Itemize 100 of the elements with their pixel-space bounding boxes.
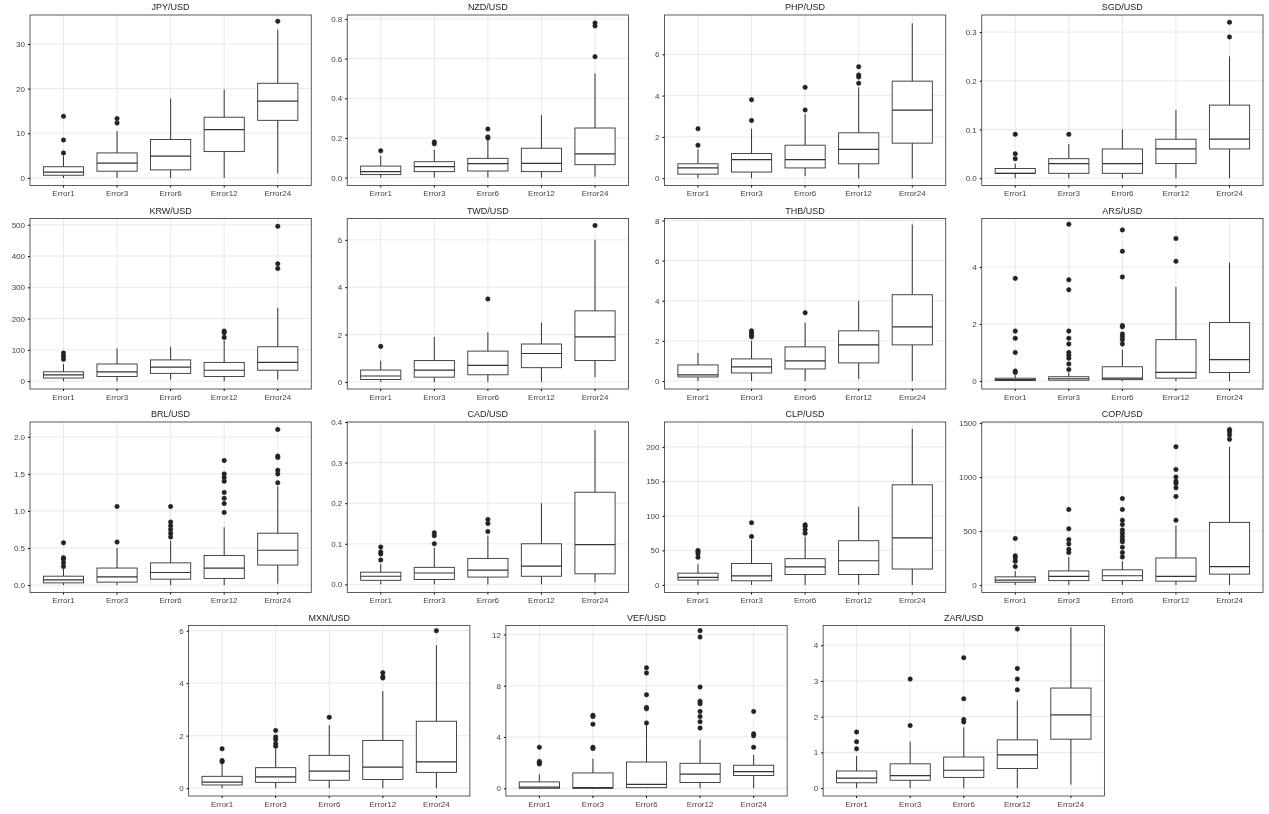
- x-tick-label: Error1: [1004, 392, 1027, 402]
- y-tick-label: 150: [646, 477, 661, 487]
- y-tick-label: 6: [179, 626, 185, 636]
- x-tick-label: Error1: [52, 392, 76, 402]
- x-tick-label: Error12: [210, 596, 239, 606]
- y-tick-label: 0.4: [331, 94, 343, 104]
- y-tick-label: 8: [496, 681, 502, 691]
- y-tick-label: 0: [496, 784, 502, 794]
- x-tick-label: Error24: [264, 596, 292, 606]
- y-tick-label: 500: [963, 527, 978, 537]
- y-tick-label: 0.0: [331, 173, 343, 183]
- y-tick-label: 400: [11, 252, 26, 262]
- x-tick-label: Error3: [1057, 189, 1081, 199]
- x-tick-label: Error3: [581, 799, 605, 809]
- y-tick-label: 0: [813, 784, 819, 794]
- y-tick-label: 0.3: [331, 458, 343, 468]
- y-tick-label: 300: [11, 283, 26, 293]
- y-tick-label: 10: [16, 129, 26, 139]
- y-tick-label: 0.2: [965, 76, 978, 86]
- y-tick-label: 200: [646, 442, 661, 452]
- x-tick-label: Error3: [423, 189, 446, 199]
- chart-title: ZAR/USD: [943, 612, 984, 623]
- y-tick-label: 0: [20, 173, 26, 183]
- y-tick-label: 0.2: [331, 133, 343, 143]
- x-tick-label: Error12: [528, 392, 556, 402]
- chart-title: TWD/USD: [466, 205, 510, 216]
- y-tick-label: 0: [655, 377, 661, 387]
- y-tick-label: 0: [655, 580, 661, 590]
- x-tick-label: Error1: [369, 189, 393, 199]
- y-tick-label: 2: [337, 330, 343, 340]
- x-tick-label: Error24: [898, 596, 927, 606]
- y-tick-label: 0: [655, 174, 661, 184]
- y-tick-label: 200: [11, 314, 26, 324]
- y-tick-label: 0.3: [965, 28, 978, 38]
- x-tick-label: Error6: [635, 799, 659, 809]
- x-tick-label: Error3: [105, 392, 129, 402]
- y-tick-label: 0.1: [965, 125, 978, 135]
- x-tick-label: Error12: [210, 189, 239, 199]
- y-tick-label: 6: [655, 256, 661, 266]
- x-tick-label: Error3: [740, 596, 764, 606]
- x-tick-label: Error12: [528, 596, 556, 606]
- chart-title: MXN/USD: [308, 612, 351, 623]
- x-tick-label: Error1: [210, 799, 234, 809]
- x-tick-label: Error24: [581, 596, 609, 606]
- y-tick-label: 0.0: [13, 581, 26, 591]
- x-tick-label: Error3: [264, 799, 288, 809]
- y-tick-label: 4: [813, 641, 819, 651]
- x-tick-label: Error3: [423, 596, 446, 606]
- x-tick-label: Error1: [686, 392, 710, 402]
- chart-title: COP/USD: [1101, 409, 1144, 419]
- chart-title: JPY/USD: [151, 2, 191, 12]
- x-tick-label: Error6: [159, 392, 183, 402]
- y-tick-label: 20: [16, 84, 26, 94]
- x-tick-label: Error6: [794, 189, 817, 199]
- chart-title: CLP/USD: [785, 409, 826, 419]
- y-tick-label: 4: [496, 733, 502, 743]
- x-tick-label: Error1: [686, 596, 710, 606]
- y-tick-label: 4: [655, 91, 661, 101]
- y-tick-label: 0.4: [331, 418, 343, 428]
- x-tick-label: Error12: [369, 799, 397, 809]
- x-tick-label: Error6: [794, 596, 817, 606]
- x-tick-label: Error3: [899, 799, 922, 809]
- x-tick-label: Error1: [369, 392, 393, 402]
- x-tick-label: Error12: [1162, 392, 1190, 402]
- y-tick-label: 0.0: [965, 174, 978, 184]
- y-tick-label: 2: [972, 320, 978, 330]
- chart-title: VEF/USD: [626, 612, 667, 623]
- x-tick-label: Error3: [105, 189, 129, 199]
- x-tick-label: Error6: [159, 189, 183, 199]
- x-tick-label: Error24: [1216, 189, 1244, 199]
- y-tick-label: 12: [491, 630, 502, 640]
- x-tick-label: Error12: [1162, 189, 1190, 199]
- chart-title: PHP/USD: [785, 2, 826, 12]
- y-tick-label: 30: [16, 40, 26, 50]
- chart-title: CAD/USD: [467, 409, 509, 419]
- x-tick-label: Error24: [1216, 392, 1244, 402]
- x-tick-label: Error6: [318, 799, 341, 809]
- y-tick-label: 1000: [958, 473, 978, 483]
- x-tick-label: Error6: [476, 189, 500, 199]
- y-tick-label: 1.0: [13, 507, 26, 517]
- y-tick-label: 2.0: [13, 432, 26, 442]
- x-tick-label: Error1: [52, 189, 76, 199]
- x-tick-label: Error1: [369, 596, 393, 606]
- y-tick-label: 0.1: [331, 539, 343, 549]
- x-tick-label: Error3: [1057, 392, 1081, 402]
- y-tick-label: 0: [972, 377, 978, 387]
- x-tick-label: Error24: [264, 392, 292, 402]
- y-tick-label: 2: [655, 132, 661, 142]
- y-tick-label: 100: [646, 511, 661, 521]
- y-tick-label: 1500: [958, 419, 978, 429]
- x-tick-label: Error6: [159, 596, 183, 606]
- x-tick-label: Error24: [898, 392, 927, 402]
- x-tick-label: Error24: [898, 189, 927, 199]
- y-tick-label: 0: [972, 581, 978, 591]
- x-tick-label: Error1: [845, 799, 869, 809]
- x-tick-label: Error12: [686, 799, 714, 809]
- x-tick-label: Error6: [476, 392, 500, 402]
- x-tick-label: Error24: [581, 189, 609, 199]
- x-tick-label: Error6: [1111, 189, 1135, 199]
- y-tick-label: 2: [179, 731, 185, 741]
